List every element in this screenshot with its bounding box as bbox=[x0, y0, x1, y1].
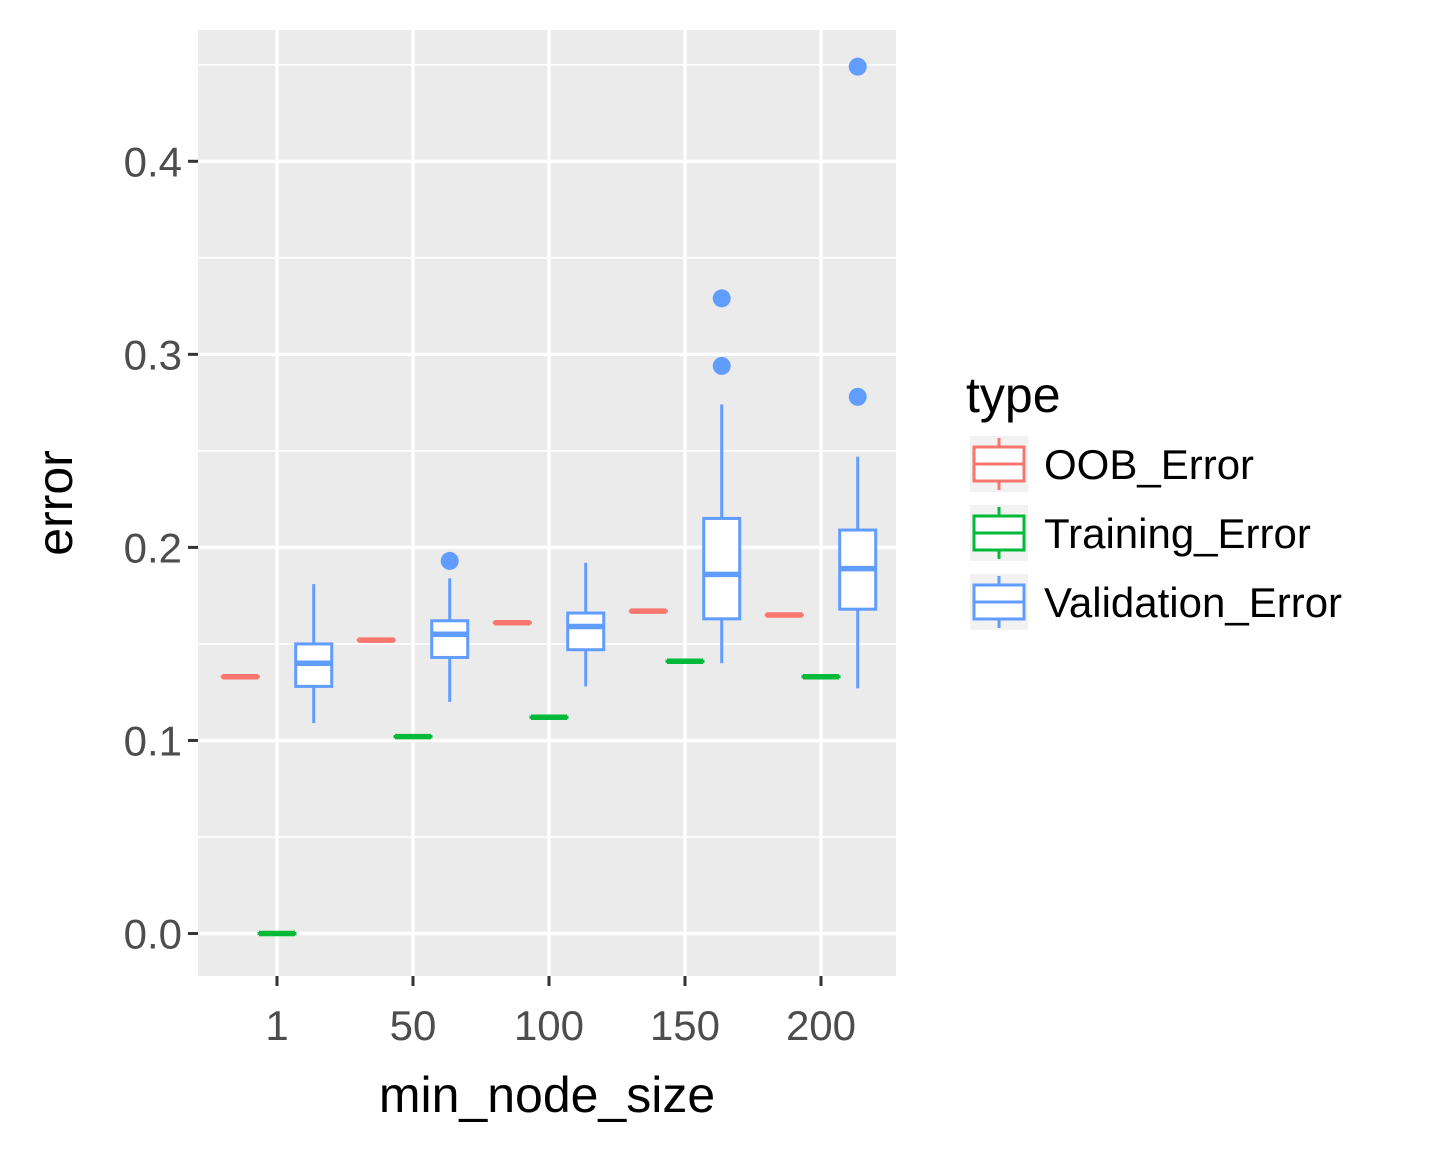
x-axis-title: min_node_size bbox=[379, 1067, 715, 1123]
y-tick-label: 0.1 bbox=[124, 717, 182, 764]
y-tick-label: 0.2 bbox=[124, 524, 182, 571]
y-tick-label: 0.0 bbox=[124, 911, 182, 958]
box-validation-error-1 bbox=[294, 584, 334, 724]
box-iqr bbox=[430, 619, 470, 659]
box-validation-error-200 bbox=[838, 57, 878, 689]
y-tick-label: 0.4 bbox=[124, 138, 182, 185]
y-axis-title: error bbox=[27, 450, 83, 556]
legend-label: Training_Error bbox=[1044, 510, 1311, 557]
outlier-point bbox=[440, 551, 459, 570]
x-tick-label: 100 bbox=[514, 1002, 584, 1049]
outlier-point bbox=[712, 356, 731, 375]
x-tick-label: 200 bbox=[786, 1002, 856, 1049]
box-validation-error-50 bbox=[430, 551, 470, 702]
legend-item-training-error: Training_Error bbox=[970, 505, 1311, 561]
x-tick-label: 1 bbox=[265, 1002, 288, 1049]
legend-item-oob-error: OOB_Error bbox=[970, 436, 1254, 492]
legend-item-validation-error: Validation_Error bbox=[970, 574, 1342, 630]
panel-background bbox=[198, 30, 896, 976]
x-tick-label: 50 bbox=[390, 1002, 437, 1049]
x-axis: 1 50 100 150 200 bbox=[265, 976, 856, 1049]
legend-title: type bbox=[966, 367, 1061, 423]
y-tick-label: 0.3 bbox=[124, 331, 182, 378]
outlier-point bbox=[712, 289, 731, 308]
grid-major bbox=[198, 30, 896, 976]
x-tick-label: 150 bbox=[650, 1002, 720, 1049]
box-validation-error-150 bbox=[702, 289, 742, 664]
y-axis: 0.0 0.1 0.2 0.3 0.4 bbox=[124, 138, 198, 958]
legend: type OOB_Error Training_Error Validation_E… bbox=[966, 367, 1342, 630]
legend-label: Validation_Error bbox=[1044, 579, 1342, 626]
boxplot-marks bbox=[220, 57, 878, 937]
outlier-point bbox=[848, 387, 867, 406]
legend-label: OOB_Error bbox=[1044, 441, 1254, 488]
outlier-point bbox=[848, 57, 867, 76]
box-iqr bbox=[702, 516, 742, 621]
box-iqr bbox=[566, 611, 606, 652]
box-validation-error-100 bbox=[566, 562, 606, 687]
